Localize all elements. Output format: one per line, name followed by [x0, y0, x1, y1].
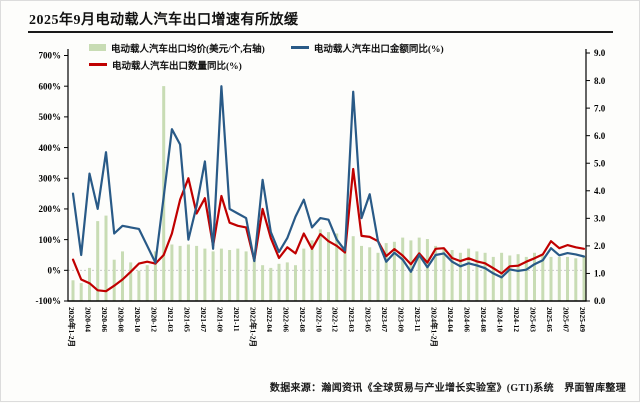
svg-text:2021-07: 2021-07: [199, 307, 208, 332]
svg-text:-100%: -100%: [36, 296, 62, 306]
svg-text:200%: 200%: [39, 204, 62, 214]
svg-text:600%: 600%: [39, 81, 62, 91]
svg-text:2022-10: 2022-10: [314, 307, 323, 332]
svg-text:2020-04: 2020-04: [84, 307, 93, 332]
svg-text:2022-08: 2022-08: [298, 307, 307, 332]
svg-text:2023-05: 2023-05: [364, 307, 373, 332]
svg-text:2024-10: 2024-10: [496, 307, 505, 332]
svg-text:5.0: 5.0: [594, 158, 606, 168]
svg-text:2023-07: 2023-07: [380, 307, 389, 332]
line-swatch-icon: [89, 63, 107, 66]
svg-text:2021-05: 2021-05: [182, 307, 191, 332]
svg-text:2025-05: 2025-05: [545, 307, 554, 332]
svg-text:2022-04: 2022-04: [265, 307, 274, 332]
svg-text:2024-04: 2024-04: [446, 307, 455, 332]
axes: [64, 49, 590, 302]
legend-label: 电动载人汽车出口金额同比(%): [313, 44, 444, 55]
legend-label: 电动载人汽车出口数量同比(%): [112, 61, 242, 72]
svg-text:700%: 700%: [39, 51, 62, 61]
svg-text:2024年1-2月: 2024年1-2月: [430, 307, 440, 347]
chart-legend: 电动载人汽车出口均价(美元/个,右轴) 电动载人汽车出口金额同比(%) 电动载人…: [89, 39, 470, 73]
svg-text:2023-09: 2023-09: [397, 307, 406, 332]
bar-series-average-price: [71, 86, 586, 301]
svg-text:2021-03: 2021-03: [166, 307, 175, 332]
bar-swatch-icon: [89, 44, 106, 51]
svg-text:3.0: 3.0: [594, 214, 606, 224]
line-series: [71, 85, 586, 293]
svg-text:2020-08: 2020-08: [117, 307, 126, 332]
title-divider: [28, 31, 613, 33]
svg-text:2025-07: 2025-07: [562, 307, 571, 332]
svg-text:2022年1-2月: 2022年1-2月: [248, 307, 258, 347]
svg-text:400%: 400%: [39, 143, 62, 153]
svg-text:6.0: 6.0: [594, 131, 606, 141]
legend-item-average-price: 电动载人汽车出口均价(美元/个,右轴): [89, 41, 265, 55]
svg-text:2.0: 2.0: [594, 241, 606, 251]
svg-text:2025-09: 2025-09: [578, 307, 587, 332]
svg-text:4.0: 4.0: [594, 186, 606, 196]
svg-text:2021-11: 2021-11: [232, 307, 241, 332]
svg-text:9.0: 9.0: [594, 48, 606, 58]
svg-text:2020年1-2月: 2020年1-2月: [67, 307, 77, 347]
data-source-note: 数据来源：瀚闻资讯《全球贸易与产业增长实验室》(GTI)系统 界面智库整理: [269, 383, 626, 394]
svg-text:2022-12: 2022-12: [331, 307, 340, 332]
svg-text:2025-03: 2025-03: [529, 307, 538, 332]
right-axis-labels: 9.0 8.0 7.0 6.0 5.0 4.0 3.0 2.0 1.0 0.0: [594, 48, 606, 306]
svg-text:100%: 100%: [39, 235, 62, 245]
page-title: 2025年9月电动载人汽车出口增速有所放缓: [29, 13, 299, 28]
legend-label: 电动载人汽车出口均价(美元/个,右轴): [111, 44, 265, 55]
x-axis-labels: 2020年1-2月 2020-04 2020-06 2020-08 2020-10 202…: [67, 307, 587, 347]
svg-text:0.0: 0.0: [594, 296, 606, 306]
svg-text:1.0: 1.0: [594, 269, 606, 279]
svg-text:2023-11: 2023-11: [413, 307, 422, 332]
svg-text:8.0: 8.0: [594, 76, 606, 86]
legend-item-amount-yoy: 电动载人汽车出口金额同比(%): [290, 41, 444, 55]
svg-text:2020-06: 2020-06: [100, 307, 109, 332]
svg-text:2023-03: 2023-03: [347, 307, 356, 332]
svg-text:2024-08: 2024-08: [479, 307, 488, 332]
svg-text:2021-09: 2021-09: [215, 307, 224, 332]
svg-text:2024-06: 2024-06: [463, 307, 472, 332]
legend-item-quantity-yoy: 电动载人汽车出口数量同比(%): [89, 58, 242, 72]
line-swatch-icon: [290, 46, 309, 49]
svg-text:300%: 300%: [39, 173, 62, 183]
svg-text:500%: 500%: [39, 112, 62, 122]
svg-text:2024-12: 2024-12: [512, 307, 521, 332]
svg-text:0%: 0%: [48, 266, 62, 276]
svg-text:2022-06: 2022-06: [281, 307, 290, 332]
svg-text:2020-12: 2020-12: [149, 307, 158, 332]
svg-text:7.0: 7.0: [594, 103, 606, 113]
svg-text:2020-10: 2020-10: [133, 307, 142, 332]
left-axis-labels: 700% 600% 500% 400% 300% 200% 100% 0% -100%: [36, 51, 62, 307]
